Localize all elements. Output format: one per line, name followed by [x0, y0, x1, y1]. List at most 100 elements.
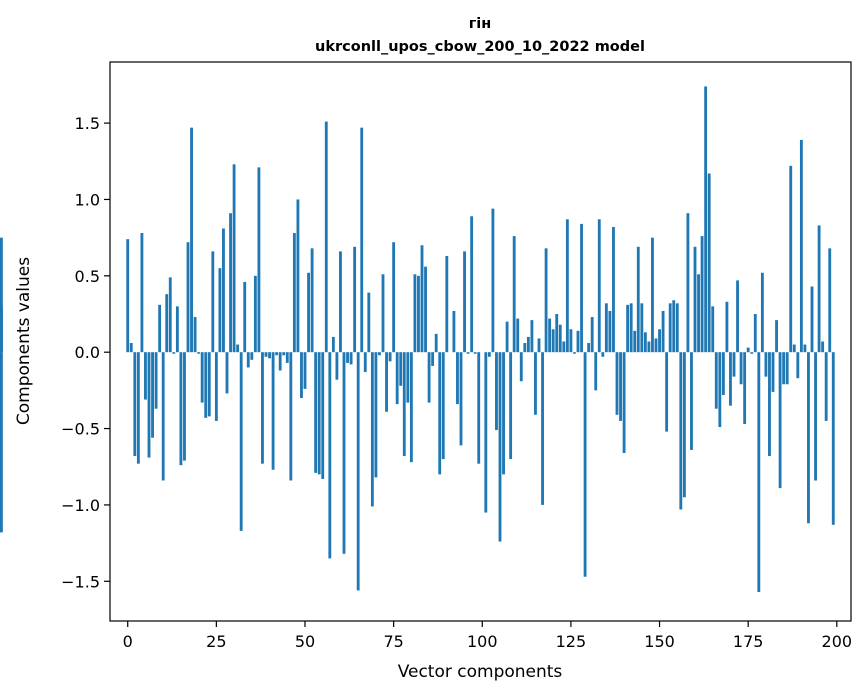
bar-component-142 — [629, 303, 633, 353]
bar-component-179 — [760, 272, 764, 353]
bar-component-47 — [292, 233, 296, 353]
bar-component-189 — [796, 352, 800, 379]
x-axis-label: Vector components — [398, 662, 563, 682]
bar-component-undefined — [0, 352, 3, 533]
bar-component-63 — [349, 352, 353, 365]
bar-component-30 — [232, 164, 236, 353]
x-tick-label: 125 — [556, 632, 587, 651]
bar-component-138 — [615, 352, 619, 415]
bar-component-167 — [718, 352, 722, 428]
bar-component-14 — [175, 306, 179, 353]
bar-component-6 — [147, 352, 151, 458]
bar-component-102 — [487, 352, 491, 357]
bar-component-173 — [739, 352, 743, 385]
bar-component-170 — [729, 352, 732, 406]
bar-component-79 — [406, 352, 410, 403]
bar-component-43 — [278, 352, 282, 371]
bar-component-145 — [640, 303, 644, 353]
bar-component-158 — [686, 213, 690, 353]
bar-component-196 — [821, 341, 825, 353]
bar-component-33 — [243, 281, 247, 353]
bar-component-88 — [438, 352, 442, 475]
bar-component-187 — [789, 165, 793, 353]
bar-component-28 — [225, 352, 229, 394]
y-tick-label: −1.5 — [61, 572, 100, 591]
bar-component-86 — [431, 352, 435, 366]
bar-component-84 — [424, 266, 427, 353]
bar-component-146 — [643, 332, 647, 353]
bar-component-193 — [810, 286, 814, 353]
bar-component-133 — [597, 219, 601, 353]
bar-component-21 — [200, 352, 204, 403]
bar-component-49 — [300, 352, 303, 399]
bar-component-68 — [367, 292, 371, 353]
x-tick-label: 0 — [123, 632, 133, 651]
bar-component-48 — [296, 199, 300, 353]
bar-component-120 — [551, 329, 555, 353]
bar-component-62 — [346, 352, 349, 363]
bar-component-195 — [817, 225, 821, 353]
bar-component-60 — [339, 251, 342, 353]
bar-component-115 — [534, 352, 537, 415]
bar-component-119 — [548, 318, 552, 353]
bar-component-40 — [268, 352, 271, 359]
bar-component-169 — [725, 301, 729, 353]
bar-component-66 — [360, 127, 364, 353]
y-axis-ticks: −1.5 −1.0 −0.5 0.0 0.5 1.0 1.5 — [61, 114, 110, 591]
bar-component-87 — [434, 333, 438, 353]
bar-component-32 — [239, 352, 243, 531]
bar-component-13 — [172, 352, 176, 354]
bar-component-75 — [392, 242, 396, 353]
bar-component-76 — [395, 352, 399, 405]
y-tick-label: 1.5 — [75, 114, 100, 133]
bar-component-10 — [161, 352, 165, 481]
chart-title-line-2: ukrconll_upos_cbow_200_10_2022 model — [315, 39, 645, 55]
bar-component-116 — [537, 338, 541, 353]
bar-component-36 — [253, 275, 257, 353]
bar-component-185 — [782, 352, 786, 385]
bar-component-65 — [356, 352, 360, 591]
bar-component-0 — [126, 239, 130, 353]
bar-component-90 — [445, 255, 449, 353]
bar-component-107 — [505, 321, 509, 353]
bar-component-5 — [144, 352, 147, 400]
bar-component-139 — [619, 352, 622, 421]
bar-component-61 — [342, 352, 346, 554]
bar-component-18 — [190, 127, 193, 353]
bar-component-16 — [183, 352, 186, 461]
bar-component-19 — [193, 317, 197, 353]
bar-component-35 — [250, 352, 254, 360]
bar-component-3 — [136, 352, 140, 464]
x-tick-label: 150 — [644, 632, 675, 651]
bar-component-98 — [473, 352, 477, 354]
bar-component-99 — [477, 352, 481, 464]
bar-component-149 — [654, 338, 658, 353]
bar-component-64 — [353, 246, 357, 353]
bar-component-50 — [303, 352, 307, 389]
bar-component-89 — [441, 352, 445, 460]
bar-component-71 — [378, 352, 381, 356]
bar-component-57 — [328, 352, 332, 559]
bar-component-153 — [668, 303, 672, 353]
bar-component-95 — [463, 251, 466, 353]
bar-component-2 — [133, 352, 137, 457]
x-tick-label: 75 — [383, 632, 403, 651]
bar-component-42 — [275, 352, 279, 356]
bar-component-39 — [264, 352, 268, 357]
bar-component-147 — [647, 341, 651, 353]
bar-component-194 — [814, 352, 817, 481]
x-axis-ticks: 0 25 50 75 100 125 150 175 200 — [123, 621, 852, 651]
bar-component-111 — [519, 352, 523, 382]
bar-component-72 — [381, 274, 385, 353]
bar-component-161 — [697, 274, 700, 353]
bar-component-190 — [799, 139, 803, 353]
y-tick-label: −0.5 — [61, 420, 100, 439]
y-axis-label: Components values — [14, 257, 34, 425]
bar-component-184 — [778, 352, 782, 489]
bar-component-8 — [154, 352, 158, 409]
bar-component-51 — [307, 272, 310, 353]
bar-component-136 — [608, 310, 612, 353]
bar-component-143 — [633, 330, 637, 353]
bar-component-96 — [466, 352, 470, 354]
